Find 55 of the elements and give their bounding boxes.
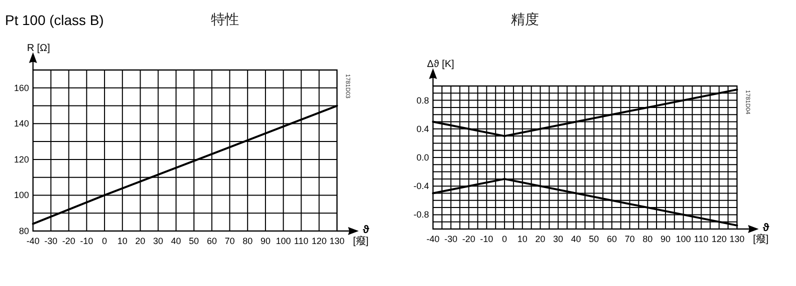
x-tick-label: 10	[517, 234, 528, 244]
x-tick-label: 20	[535, 234, 546, 244]
y-tick-label: 120	[14, 154, 29, 164]
x-tick-label: 40	[571, 234, 582, 244]
x-tick-label: 70	[224, 236, 235, 246]
y-tick-label: -0.4	[413, 181, 429, 192]
y-axis-title: R [Ω]	[27, 43, 50, 54]
text: [癈]	[353, 235, 369, 247]
x-tick-label: -10	[480, 234, 494, 244]
y-tick-label: 100	[14, 190, 29, 200]
x-tick-label: -20	[62, 236, 76, 246]
x-tick-label: 0	[102, 236, 108, 246]
y-tick-label: 140	[14, 118, 29, 129]
y-tick-label: 80	[18, 226, 29, 236]
x-tick-label: 80	[642, 234, 653, 244]
x-tick-label: 50	[188, 236, 199, 246]
x-axis-title: ϑ	[362, 224, 370, 236]
x-tick-label: 60	[206, 236, 217, 246]
x-tick-label: 20	[135, 236, 146, 246]
y-tick-label: 0.4	[416, 124, 429, 134]
x-tick-label: -40	[26, 236, 40, 246]
x-tick-label: 100	[276, 236, 291, 246]
x-tick-label: 40	[171, 236, 182, 246]
y-tick-label: 160	[14, 82, 29, 93]
x-tick-label: 80	[242, 236, 253, 246]
x-tick-label: -40	[426, 234, 440, 244]
x-tick-label: 10	[117, 236, 128, 246]
x-tick-label: 130	[729, 234, 745, 244]
x-tick-label: -10	[80, 236, 94, 246]
text: [癈]	[753, 233, 769, 245]
x-tick-label: 100	[676, 234, 691, 244]
x-tick-label: -30	[444, 234, 458, 244]
x-tick-label: -30	[44, 236, 58, 246]
x-tick-label: -20	[462, 234, 476, 244]
x-tick-label: 110	[694, 234, 708, 244]
x-tick-label: 70	[624, 234, 635, 244]
x-tick-label: 130	[329, 236, 345, 246]
x-tick-label: 110	[294, 236, 308, 246]
x-tick-label: 120	[712, 234, 727, 244]
x-tick-label: 90	[660, 234, 670, 244]
chart-subtitle: Pt 100 (class B)	[5, 12, 104, 28]
x-tick-label: 0	[502, 234, 508, 244]
x-tick-label: 120	[312, 236, 327, 246]
chart-title: 特性	[211, 11, 239, 27]
chart-title: 精度	[511, 11, 539, 27]
x-tick-label: 30	[153, 236, 164, 246]
x-tick-label: 30	[553, 234, 564, 244]
y-tick-label: 0.8	[416, 95, 429, 106]
x-tick-label: 60	[606, 234, 617, 244]
x-tick-label: 50	[588, 234, 599, 244]
x-tick-label: 90	[260, 236, 270, 246]
y-axis-title: Δϑ [K]	[427, 59, 454, 70]
y-tick-label: -0.8	[413, 210, 429, 220]
y-tick-label: 0.0	[416, 152, 429, 162]
x-axis-title: ϑ	[762, 222, 770, 234]
